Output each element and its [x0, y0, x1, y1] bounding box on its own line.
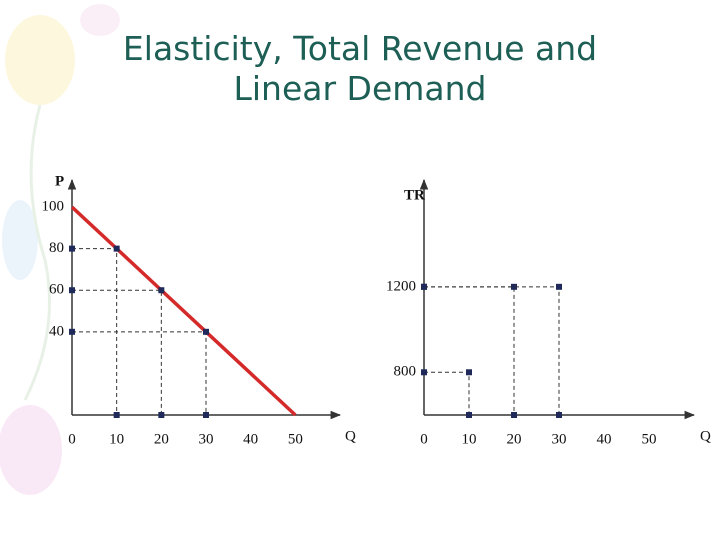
guide-line — [424, 371, 470, 415]
x-tick-label: 0 — [420, 431, 428, 447]
x-tick-label: 50 — [642, 431, 657, 447]
x-tick-label: 10 — [109, 431, 124, 447]
x-axis-label: Q — [700, 428, 711, 444]
y-tick-label: 800 — [394, 364, 417, 380]
x-axis-label: Q — [345, 428, 356, 444]
data-point — [556, 283, 562, 290]
x-tick-label: 40 — [597, 431, 612, 447]
x-tick-label: 40 — [243, 431, 258, 447]
x-tick-label: 30 — [199, 431, 214, 447]
slide-title: Elasticity, Total Revenue and Linear Dema… — [123, 29, 597, 108]
guide-line — [72, 331, 207, 415]
guide-end — [511, 412, 517, 418]
data-point — [203, 328, 209, 335]
chart: P Q 100 80 60 40 0 10 20 30 40 50 — [42, 173, 357, 447]
data-point — [511, 283, 517, 290]
guide-line — [424, 286, 560, 415]
x-tick-label: 10 — [462, 431, 477, 447]
x-tick-label: 20 — [507, 431, 522, 447]
x-tick-label: 30 — [552, 431, 567, 447]
y-axis-label: TR — [404, 187, 425, 203]
y-axis-label: P — [55, 173, 64, 189]
y-tick-label: 60 — [49, 282, 64, 298]
demand-line — [70, 205, 297, 417]
guide-end — [69, 328, 75, 335]
x-tick-label: 50 — [288, 431, 303, 447]
guide-end — [158, 412, 165, 418]
y-tick-label: 100 — [42, 198, 65, 214]
guide-end — [421, 283, 427, 290]
y-tick-label: 1200 — [386, 278, 416, 294]
guide-end — [69, 245, 75, 252]
guide-end — [421, 369, 427, 376]
guide-line — [72, 289, 162, 415]
charts: P Q 100 80 60 40 0 10 20 30 40 50 TR Q 1200 800 0 10 20 30 4… — [42, 173, 712, 447]
x-tick-label: 20 — [154, 431, 169, 447]
guide-end — [113, 412, 120, 418]
background-decoration — [0, 4, 120, 495]
chart: TR Q 1200 800 0 10 20 30 40 50 — [386, 178, 711, 447]
guide-end — [556, 412, 562, 418]
data-point — [113, 245, 120, 252]
y-tick-label: 40 — [49, 323, 64, 339]
x-tick-label: 0 — [68, 431, 76, 447]
guide-line — [424, 286, 515, 415]
data-point — [158, 287, 165, 294]
y-tick-label: 80 — [49, 240, 64, 256]
guide-end — [203, 412, 209, 418]
data-point — [466, 369, 472, 376]
guide-end — [466, 412, 472, 418]
guide-end — [69, 287, 75, 294]
